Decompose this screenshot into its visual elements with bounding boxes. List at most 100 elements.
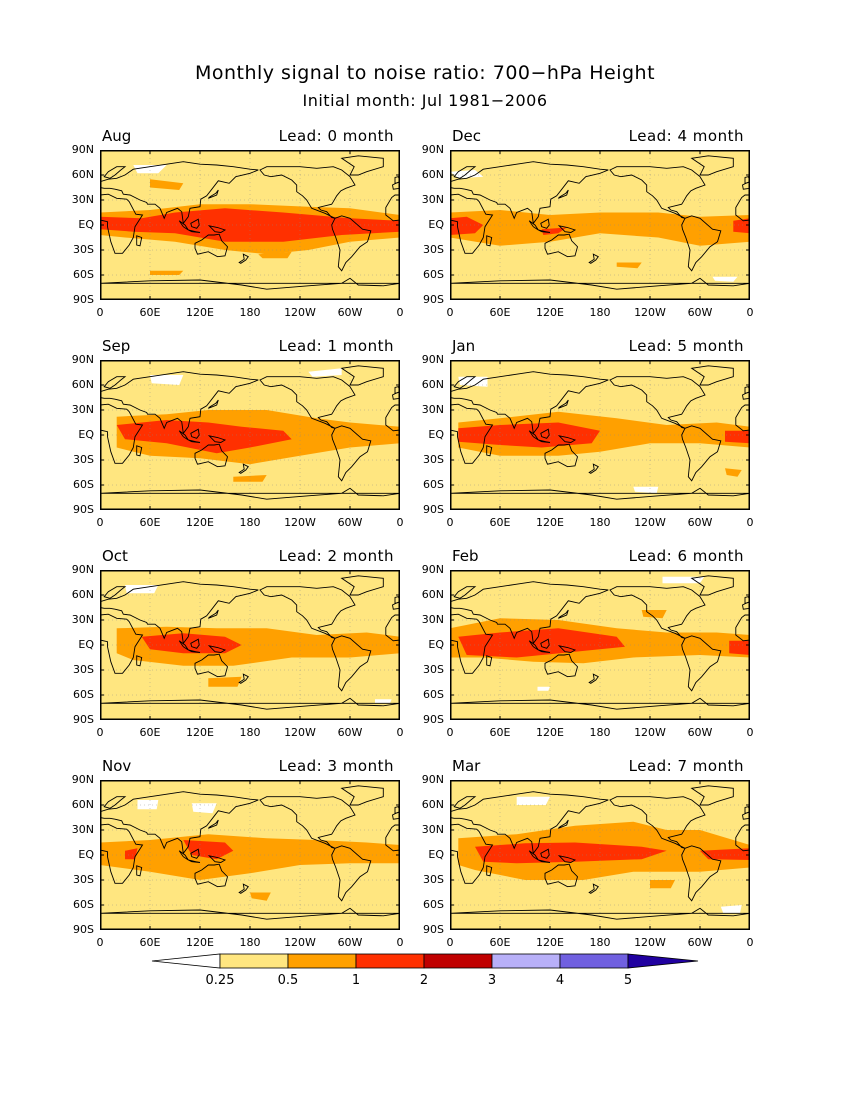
figure-title: Monthly signal to noise ratio: 700−hPa H… xyxy=(194,62,656,84)
contour-region xyxy=(729,640,750,655)
coastline xyxy=(681,425,722,482)
x-tick-label: 60E xyxy=(139,306,161,319)
coastline xyxy=(544,443,579,468)
contour-region xyxy=(616,262,642,269)
signal-noise-map xyxy=(450,570,750,720)
x-tick-label: 60E xyxy=(139,726,161,739)
y-tick-label: 30N xyxy=(421,193,444,206)
coastline xyxy=(741,811,750,820)
y-tick-label: 90S xyxy=(73,713,94,726)
coastline xyxy=(450,791,609,855)
coastline xyxy=(486,445,493,457)
coastline xyxy=(690,155,734,176)
x-tick-label: 120W xyxy=(284,306,316,319)
coastline xyxy=(453,376,477,389)
x-tick-label: 120E xyxy=(186,516,214,529)
y-tick-label: 90N xyxy=(421,353,444,366)
y-tick-label: 90S xyxy=(423,503,444,516)
coastline xyxy=(190,848,200,859)
colorbar-segment xyxy=(219,953,289,969)
coastline xyxy=(100,193,144,254)
x-tick-label: 60W xyxy=(337,306,363,319)
y-tick-label: EQ xyxy=(428,848,444,861)
coastline xyxy=(331,635,372,692)
x-tick-label: 120W xyxy=(634,516,666,529)
coastline xyxy=(544,233,579,258)
coastline xyxy=(103,166,127,179)
coastline xyxy=(207,435,227,443)
contour-region xyxy=(150,179,184,190)
y-tick-label: 30N xyxy=(71,403,94,416)
y-tick-label: 60S xyxy=(73,898,94,911)
coastline xyxy=(100,907,400,920)
contour-region xyxy=(733,218,750,234)
panel-month-label: Mar xyxy=(452,757,481,775)
contour-region xyxy=(183,840,234,860)
x-tick-label: 60E xyxy=(489,726,511,739)
x-tick-label: 0 xyxy=(396,936,404,949)
contour-region xyxy=(700,848,750,860)
contour-region xyxy=(233,475,267,482)
y-tick-label: 30N xyxy=(71,193,94,206)
contour-region xyxy=(725,468,742,477)
coastline xyxy=(450,907,750,920)
coastline xyxy=(100,487,400,500)
x-tick-label: 0 xyxy=(96,516,104,529)
coastline xyxy=(340,155,384,176)
colorbar-label: 3 xyxy=(487,973,497,988)
colorbar xyxy=(151,953,699,969)
coastline xyxy=(540,638,550,649)
contour-region xyxy=(150,270,184,275)
coastline xyxy=(391,391,400,400)
colorbar-label: 0.5 xyxy=(277,973,299,988)
y-tick-label: 30N xyxy=(421,403,444,416)
contour-region xyxy=(537,686,550,691)
coastline xyxy=(690,575,734,596)
x-tick-label: 60E xyxy=(489,306,511,319)
y-tick-label: 90S xyxy=(73,293,94,306)
coastline xyxy=(690,785,734,806)
contour-region xyxy=(116,420,292,454)
contour-region xyxy=(725,430,750,444)
y-tick-label: 30S xyxy=(73,243,94,256)
colorbar-under-triangle xyxy=(151,953,221,969)
panel-month-label: Nov xyxy=(102,757,132,775)
coastline xyxy=(453,166,477,179)
coastline xyxy=(207,819,219,829)
coastline xyxy=(100,277,400,290)
y-tick-label: 90S xyxy=(423,293,444,306)
y-tick-label: 30S xyxy=(73,663,94,676)
x-tick-label: 0 xyxy=(396,516,404,529)
coastline xyxy=(190,638,200,649)
map-panel: Feb Lead: 6 month 90N 60N 30N EQ 30S 60S 90S 0 60E… xyxy=(422,547,754,739)
x-tick-label: 120W xyxy=(284,936,316,949)
colorbar-segment xyxy=(559,953,629,969)
x-tick-label: 60W xyxy=(337,516,363,529)
coastline xyxy=(741,391,750,400)
contour-region xyxy=(150,375,184,385)
panel-lead-label: Lead: 6 month xyxy=(628,547,744,565)
y-tick-label: 60S xyxy=(423,478,444,491)
x-tick-label: 180 xyxy=(239,306,261,319)
signal-noise-map xyxy=(450,780,750,930)
x-tick-label: 0 xyxy=(446,726,454,739)
x-tick-label: 120W xyxy=(634,306,666,319)
coastline xyxy=(259,796,356,849)
map-panel: Sep Lead: 1 month 90N 60N 30N EQ 30S 60S 90S 0 60E… xyxy=(72,337,404,529)
coastline xyxy=(681,215,722,272)
coastline xyxy=(340,785,384,806)
x-tick-label: 180 xyxy=(589,306,611,319)
y-tick-label: 60N xyxy=(71,168,94,181)
y-tick-label: 60S xyxy=(423,898,444,911)
map-panel: Aug Lead: 0 month 90N 60N 30N EQ 30S 60S 90S 0 60E… xyxy=(72,127,404,319)
y-tick-label: 60S xyxy=(73,478,94,491)
x-tick-label: 60E xyxy=(489,936,511,949)
colorbar-label: 2 xyxy=(419,973,429,988)
x-tick-label: 180 xyxy=(589,726,611,739)
x-tick-label: 0 xyxy=(746,516,754,529)
x-tick-label: 120E xyxy=(186,726,214,739)
coastline xyxy=(207,645,227,653)
coastline xyxy=(453,796,477,809)
y-tick-label: 30S xyxy=(423,453,444,466)
signal-noise-map xyxy=(100,570,400,720)
